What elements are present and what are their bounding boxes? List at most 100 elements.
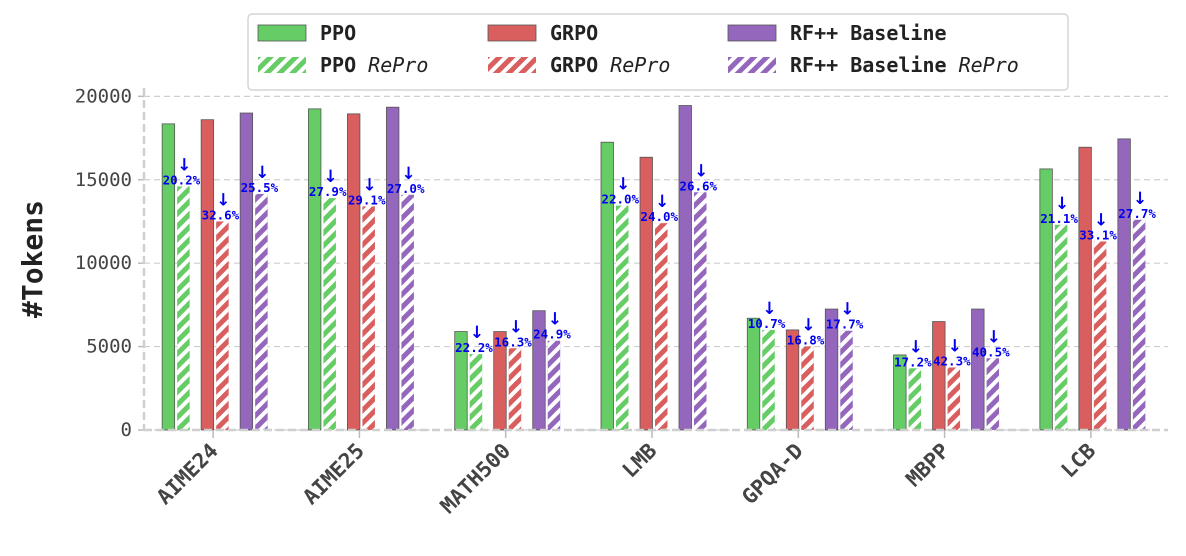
reduction-label-lmb-ppo: 22.0% bbox=[601, 192, 639, 207]
reduction-arrow-mbpp-rfpp-baseline: ↓ bbox=[987, 327, 1001, 347]
bar-aime24-rfpp-baseline-repro-hatch bbox=[255, 193, 268, 430]
legend-box bbox=[247, 13, 1069, 91]
reduction-arrow-aime25-grpo: ↓ bbox=[363, 175, 377, 195]
bar-lcb-grpo bbox=[1078, 146, 1092, 431]
reduction-arrow-aime24-ppo: ↓ bbox=[177, 155, 191, 175]
reduction-arrow-lcb-rfpp-baseline: ↓ bbox=[1133, 189, 1147, 209]
y-tick-label: 15000 bbox=[75, 169, 132, 191]
bar-math500-rfpp-baseline bbox=[532, 310, 546, 431]
bar-gpqa-d-ppo bbox=[746, 317, 761, 431]
bar-lmb-grpo bbox=[639, 156, 653, 431]
reduction-arrow-aime25-ppo: ↓ bbox=[324, 167, 338, 187]
reduction-label-gpqa-d-grpo: 16.8% bbox=[787, 333, 825, 348]
reduction-label-aime24-rfpp-baseline: 25.5% bbox=[241, 180, 279, 195]
reduction-arrow-gpqa-d-ppo: ↓ bbox=[762, 299, 776, 319]
bar-gpqa-d-grpo-repro-hatch bbox=[801, 346, 814, 430]
reduction-label-lmb-rfpp-baseline: 26.6% bbox=[679, 178, 717, 193]
reduction-arrow-lcb-ppo: ↓ bbox=[1055, 194, 1069, 214]
bar-lcb-rfpp-baseline-repro-hatch bbox=[1132, 219, 1146, 430]
legend-item-ppo-repro-swatch-hatch bbox=[258, 57, 306, 73]
y-tick-label: 5000 bbox=[86, 336, 132, 358]
bar-math500-ppo-repro-hatch bbox=[469, 354, 483, 430]
reduction-label-mbpp-rfpp-baseline: 40.5% bbox=[972, 344, 1010, 359]
reduction-arrow-aime24-rfpp-baseline: ↓ bbox=[255, 163, 269, 183]
bar-mbpp-ppo-repro-hatch bbox=[908, 368, 922, 430]
x-tick-label-lmb: LMB bbox=[618, 439, 662, 483]
bar-gpqa-d-ppo-repro-hatch bbox=[762, 329, 775, 430]
reduction-label-lmb-grpo: 24.0% bbox=[640, 209, 678, 224]
bar-aime25-grpo bbox=[347, 113, 361, 431]
bar-aime25-rfpp-baseline bbox=[386, 106, 400, 431]
x-tick-label-gpqa-d: GPQA-D bbox=[737, 439, 808, 510]
bars bbox=[161, 105, 1146, 431]
reduction-label-math500-grpo: 16.3% bbox=[494, 334, 532, 349]
y-tick-label: 10000 bbox=[75, 252, 132, 274]
reduction-arrow-aime25-rfpp-baseline: ↓ bbox=[402, 164, 416, 184]
x-tick-label-lcb: LCB bbox=[1057, 439, 1101, 483]
y-tick-label: 0 bbox=[121, 419, 132, 441]
bar-lcb-rfpp-baseline bbox=[1117, 138, 1131, 431]
reduction-label-lcb-rfpp-baseline: 27.7% bbox=[1118, 206, 1156, 221]
legend-item-ppo-swatch bbox=[257, 24, 307, 42]
reduction-label-mbpp-grpo: 42.3% bbox=[933, 353, 971, 368]
bar-lmb-rfpp-baseline-repro-hatch bbox=[694, 192, 707, 430]
reduction-label-aime25-ppo: 27.9% bbox=[309, 184, 347, 199]
reduction-label-math500-rfpp-baseline: 24.9% bbox=[533, 327, 571, 342]
x-tick-label-aime25: AIME25 bbox=[298, 439, 369, 510]
bar-aime24-grpo bbox=[200, 119, 215, 431]
reduction-label-lcb-grpo: 33.1% bbox=[1079, 227, 1117, 242]
legend-item-rfpp-baseline-repro-swatch-hatch bbox=[728, 57, 776, 73]
bar-lcb-grpo-repro-hatch bbox=[1093, 241, 1107, 430]
bar-lmb-ppo-repro-hatch bbox=[616, 205, 629, 430]
reduction-label-mbpp-ppo: 17.2% bbox=[894, 354, 932, 369]
reduction-arrow-aime24-grpo: ↓ bbox=[216, 190, 230, 210]
reduction-label-gpqa-d-ppo: 10.7% bbox=[748, 316, 786, 331]
y-tick-label: 20000 bbox=[75, 85, 132, 107]
legend: PPO GRPO RF++ Baseline PPO RePro GRPO RePro R… bbox=[247, 13, 1069, 91]
bar-gpqa-d-rfpp-baseline-repro-hatch bbox=[840, 330, 853, 430]
reduction-arrow-lcb-grpo: ↓ bbox=[1094, 210, 1108, 230]
legend-item-grpo-repro-label: GRPO RePro bbox=[550, 53, 670, 77]
legend-item-grpo-label: GRPO bbox=[550, 21, 598, 45]
bar-aime24-grpo-repro-hatch bbox=[216, 221, 229, 430]
reduction-label-aime24-ppo: 20.2% bbox=[163, 172, 201, 187]
reduction-arrow-mbpp-ppo: ↓ bbox=[909, 337, 923, 357]
bar-math500-rfpp-baseline-repro-hatch bbox=[547, 340, 561, 430]
bar-lmb-grpo-repro-hatch bbox=[655, 223, 668, 430]
reduction-arrow-gpqa-d-grpo: ↓ bbox=[801, 316, 815, 336]
bar-aime25-rfpp-baseline-repro-hatch bbox=[401, 194, 414, 430]
legend-item-ppo-label: PPO bbox=[320, 21, 356, 45]
bar-lmb-ppo bbox=[600, 141, 614, 431]
bar-lmb-rfpp-baseline bbox=[678, 105, 692, 431]
y-axis-title: #Tokens bbox=[16, 200, 49, 318]
reduction-arrow-math500-grpo: ↓ bbox=[509, 317, 523, 337]
bar-mbpp-grpo bbox=[932, 321, 946, 431]
reduction-label-aime25-rfpp-baseline: 27.0% bbox=[387, 181, 425, 196]
reduction-arrow-lmb-rfpp-baseline: ↓ bbox=[694, 161, 708, 181]
bar-math500-grpo-repro-hatch bbox=[508, 348, 522, 430]
bar-mbpp-grpo-repro-hatch bbox=[947, 367, 961, 430]
bar-aime24-rfpp-baseline bbox=[239, 112, 254, 431]
legend-item-ppo-repro-label: PPO RePro bbox=[320, 53, 428, 77]
legend-item-rfpp-baseline-label: RF++ Baseline bbox=[790, 21, 947, 45]
x-tick-label-mbpp: MBPP bbox=[901, 439, 954, 492]
legend-item-grpo-swatch bbox=[487, 24, 537, 42]
reduction-arrow-lmb-grpo: ↓ bbox=[655, 192, 669, 212]
reduction-arrow-lmb-ppo: ↓ bbox=[616, 175, 630, 195]
reduction-arrow-math500-rfpp-baseline: ↓ bbox=[548, 310, 562, 330]
reduction-arrow-mbpp-grpo: ↓ bbox=[948, 336, 962, 356]
bar-aime25-grpo-repro-hatch bbox=[362, 206, 375, 430]
legend-item-grpo-repro-swatch-hatch bbox=[488, 57, 536, 73]
reduction-label-aime25-grpo: 29.1% bbox=[348, 192, 386, 207]
x-tick-label-math500: MATH500 bbox=[436, 439, 516, 519]
bar-mbpp-ppo bbox=[893, 354, 907, 431]
reduction-label-math500-ppo: 22.2% bbox=[455, 340, 493, 355]
annotations: ↓20.2%↓32.6%↓25.5%↓27.9% ↓29.1%↓27.0%↓22.… bbox=[163, 155, 1157, 369]
bar-aime24-ppo-repro-hatch bbox=[177, 186, 190, 430]
bar-aime24-ppo bbox=[161, 123, 176, 431]
legend-item-rfpp-baseline-repro-label: RF++ Baseline RePro bbox=[790, 53, 1019, 77]
x-tick-label-aime24: AIME24 bbox=[152, 439, 223, 510]
bar-lcb-ppo-repro-hatch bbox=[1054, 224, 1068, 430]
reduction-label-lcb-ppo: 21.1% bbox=[1040, 211, 1078, 226]
